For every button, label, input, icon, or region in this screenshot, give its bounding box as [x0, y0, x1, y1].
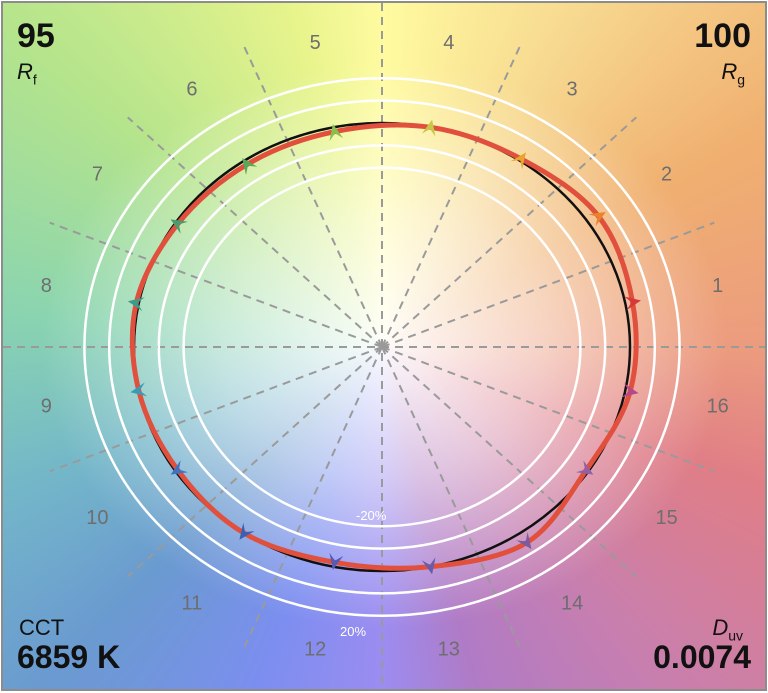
hue-bin-spoke [381, 46, 521, 348]
rf-label: Rf [17, 59, 37, 88]
hue-bin-spoke [381, 346, 637, 578]
hue-bin-label: 10 [86, 507, 108, 529]
hue-bin-label: 11 [182, 592, 203, 614]
hue-bin-label: 16 [707, 396, 729, 418]
hue-bin-label: 12 [304, 638, 326, 660]
hue-bin-arrow [242, 158, 258, 175]
hue-bin-spoke [127, 346, 383, 578]
hue-bin-arrow [588, 212, 606, 227]
hue-bin-spoke [381, 221, 715, 348]
rg-value: 100 [694, 17, 751, 55]
hue-bin-arrow [239, 522, 255, 540]
hue-bin-label: 7 [92, 164, 103, 186]
hue-bin-label: 13 [438, 638, 460, 660]
rf-value: 95 [17, 17, 55, 55]
rg-label: Rg [721, 59, 745, 88]
hue-bin-arrow [510, 152, 526, 170]
hue-bin-label: 2 [661, 164, 672, 186]
hue-bin-label: 3 [567, 78, 578, 100]
cct-label: CCT [19, 615, 65, 640]
hue-bin-label: 8 [41, 275, 52, 297]
hue-bin-label: 14 [561, 592, 583, 614]
hue-bin-label: 4 [443, 32, 454, 54]
reference-ring [83, 76, 681, 618]
duv-value: 0.0074 [653, 639, 751, 675]
duv-label: Duv [712, 615, 743, 644]
ring-label-inner: -20% [356, 508, 387, 523]
hue-bin-label: 6 [186, 78, 197, 100]
hue-bin-spoke [49, 346, 383, 473]
hue-bin-arrow [130, 382, 148, 397]
hue-bin-label: 5 [310, 32, 321, 54]
hue-bin-arrow [621, 383, 639, 398]
hue-bin-arrow [421, 119, 436, 137]
hue-bin-label: 1 [712, 275, 723, 297]
hue-bin-spoke [381, 346, 715, 473]
hue-bin-arrow [576, 460, 594, 475]
reference-ring [107, 99, 657, 595]
hue-bin-arrow [329, 552, 344, 570]
reference-ring [157, 144, 607, 550]
hue-bin-spoke [381, 346, 521, 648]
hue-bin-spoke [243, 46, 383, 348]
hue-bin-label: 15 [655, 507, 677, 529]
hue-bin-arrow [127, 297, 145, 312]
hue-bin-spoke [243, 346, 383, 648]
hue-bin-arrow [329, 124, 344, 142]
hue-bin-arrow [170, 219, 188, 234]
cct-value: 6859 K [17, 639, 121, 675]
hue-bin-label: 9 [41, 396, 52, 418]
reference-ring [182, 166, 582, 528]
hue-bin-spoke [381, 116, 637, 348]
ring-label-outer: 20% [340, 624, 366, 639]
hue-bin-spoke [49, 221, 383, 348]
hue-bin-spoke [127, 116, 383, 348]
hue-bin-arrow [421, 557, 436, 575]
hue-bin-arrow [170, 460, 188, 475]
hue-bin-arrow [516, 532, 532, 550]
hue-bin-arrow [624, 296, 641, 311]
